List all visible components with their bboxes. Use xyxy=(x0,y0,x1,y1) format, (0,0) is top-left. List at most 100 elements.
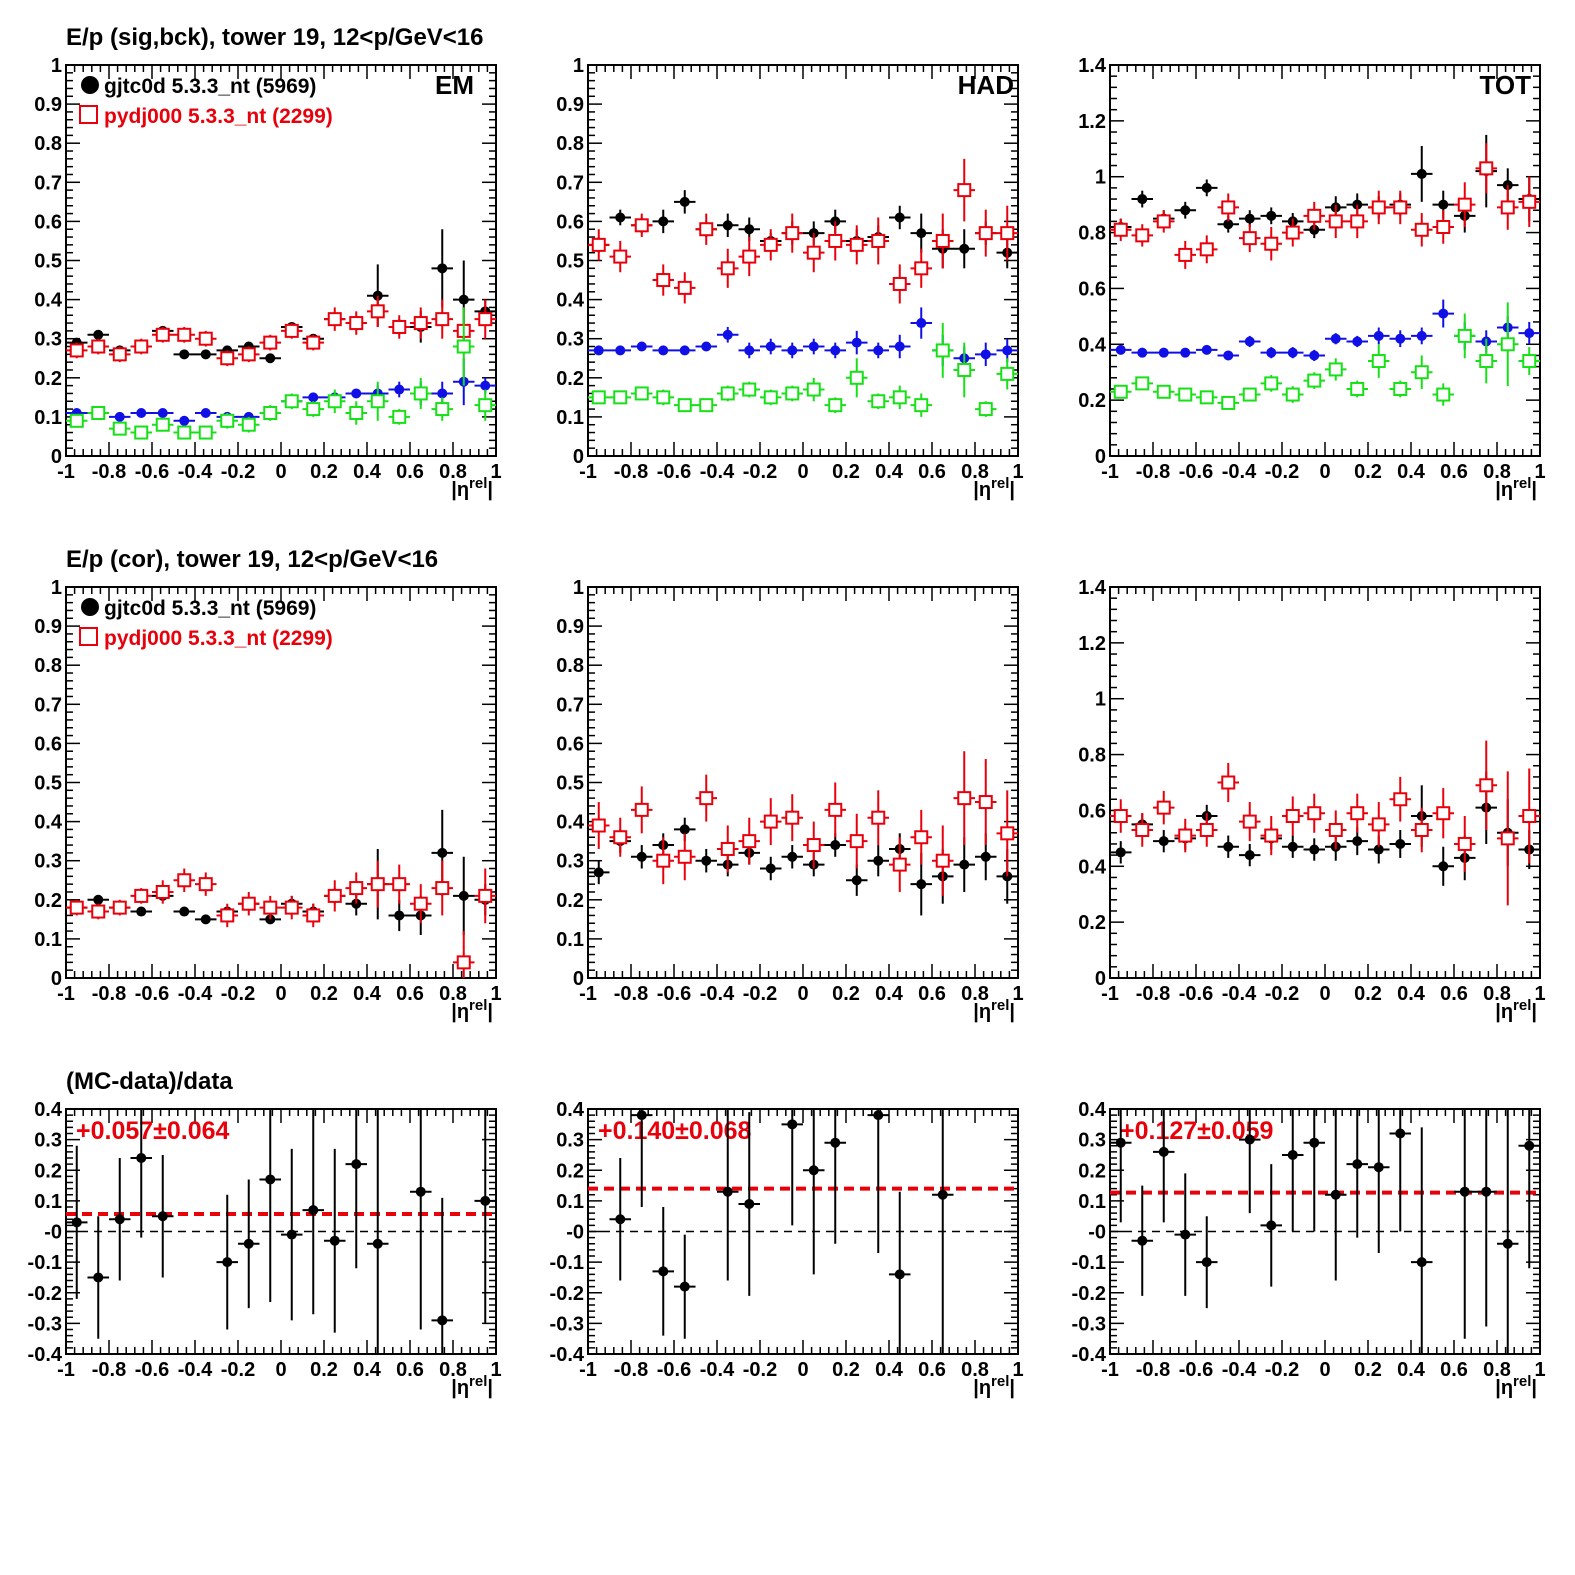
data-point xyxy=(935,853,950,868)
data-point xyxy=(1244,213,1255,224)
x-tick-label: 1 xyxy=(490,983,501,1005)
y-tick-label: 0.1 xyxy=(34,407,62,429)
data-point xyxy=(636,851,647,862)
panel-label-had: HAD xyxy=(958,70,1014,100)
data-point xyxy=(1307,208,1322,223)
data-point xyxy=(1373,330,1384,341)
data-point xyxy=(593,867,604,878)
data-point xyxy=(1371,200,1386,215)
y-tick-label: -0.3 xyxy=(1072,1313,1106,1335)
x-tick-label: 1 xyxy=(1534,1359,1545,1381)
data-point xyxy=(830,1137,841,1148)
x-tick-label: -0.8 xyxy=(1136,461,1170,483)
data-point xyxy=(198,877,213,892)
data-point xyxy=(456,339,471,354)
data-point xyxy=(179,906,190,917)
y-tick-label: 0.4 xyxy=(556,812,585,834)
data-point xyxy=(892,276,907,291)
data-point xyxy=(1352,836,1363,847)
data-point xyxy=(1264,376,1279,391)
x-axis-title: |ηrel| xyxy=(451,475,493,501)
y-tick-label: 0.6 xyxy=(34,733,62,755)
data-point xyxy=(1371,817,1386,832)
data-point xyxy=(1522,194,1537,209)
data-point xyxy=(937,1189,948,1200)
y-tick-label: 0.2 xyxy=(34,368,62,390)
data-point xyxy=(1201,182,1212,193)
data-point xyxy=(1180,347,1191,358)
data-point xyxy=(413,316,428,331)
y-tick-label: 0.1 xyxy=(556,1191,584,1213)
data-point xyxy=(349,316,364,331)
data-point xyxy=(349,405,364,420)
y-tick-label: 0.8 xyxy=(556,133,584,155)
data-point xyxy=(1285,225,1300,240)
x-tick-label: -0.2 xyxy=(221,1359,255,1381)
y-tick-label: 0.4 xyxy=(34,1099,63,1121)
panel-label-em: EM xyxy=(435,70,474,100)
data-point xyxy=(136,407,147,418)
x-tick-label: -0.6 xyxy=(657,983,691,1005)
y-tick-label: 1 xyxy=(51,55,62,77)
data-point xyxy=(957,791,972,806)
data-point xyxy=(458,890,469,901)
data-point xyxy=(1156,384,1171,399)
data-point xyxy=(763,390,778,405)
data-point xyxy=(763,237,778,252)
x-tick-label: -1 xyxy=(579,983,597,1005)
data-point xyxy=(1221,200,1236,215)
x-tick-label: 0 xyxy=(797,461,808,483)
y-tick-label: -0 xyxy=(1088,1222,1106,1244)
y-tick-label: 0.6 xyxy=(1078,800,1106,822)
y-tick-label: 0.6 xyxy=(1078,278,1106,300)
data-point xyxy=(349,881,364,896)
y-tick-label: 1 xyxy=(51,577,62,599)
x-tick-label: -0.8 xyxy=(1136,1359,1170,1381)
data-point xyxy=(1416,168,1427,179)
data-point xyxy=(200,407,211,418)
y-tick-label: 0.3 xyxy=(34,329,62,351)
y-tick-label: 0.5 xyxy=(556,773,584,795)
data-point xyxy=(636,1110,647,1121)
data-point xyxy=(155,327,170,342)
data-point xyxy=(656,390,671,405)
data-point xyxy=(806,382,821,397)
y-tick-label: -0.2 xyxy=(28,1283,62,1305)
data-point xyxy=(1156,800,1171,815)
data-point xyxy=(1350,381,1365,396)
data-point xyxy=(1199,242,1214,257)
data-point xyxy=(134,339,149,354)
data-point xyxy=(1178,828,1193,843)
x-tick-label: -0.8 xyxy=(92,1359,126,1381)
y-tick-label: 0.1 xyxy=(34,1191,62,1213)
x-tick-label: 0.8 xyxy=(439,983,467,1005)
x-tick-label: -0.8 xyxy=(614,461,648,483)
x-tick-label: 0.6 xyxy=(1440,1359,1468,1381)
data-point xyxy=(435,402,450,417)
data-point xyxy=(658,1266,669,1277)
data-point xyxy=(806,245,821,260)
data-point xyxy=(1393,200,1408,215)
y-tick-label: 0.8 xyxy=(34,655,62,677)
data-point xyxy=(873,855,884,866)
legend-mc-marker xyxy=(79,105,98,124)
data-point xyxy=(1457,197,1472,212)
data-point xyxy=(1522,809,1537,824)
data-point xyxy=(591,818,606,833)
y-tick-label: 0.8 xyxy=(34,133,62,155)
x-tick-label: -0.6 xyxy=(1179,983,1213,1005)
data-point xyxy=(658,216,669,227)
data-point xyxy=(679,345,690,356)
x-tick-label: -1 xyxy=(57,461,75,483)
data-point xyxy=(155,417,170,432)
y-tick-label: 1.2 xyxy=(1078,633,1106,655)
x-tick-label: 0.4 xyxy=(875,1359,904,1381)
data-point xyxy=(1395,838,1406,849)
y-tick-label: -0 xyxy=(566,1222,584,1244)
data-point xyxy=(241,896,256,911)
panel-label-tot: TOT xyxy=(1479,70,1531,100)
data-point xyxy=(69,343,84,358)
data-point xyxy=(1178,247,1193,262)
x-tick-label: -1 xyxy=(1101,1359,1119,1381)
legend-mc-marker xyxy=(79,627,98,646)
